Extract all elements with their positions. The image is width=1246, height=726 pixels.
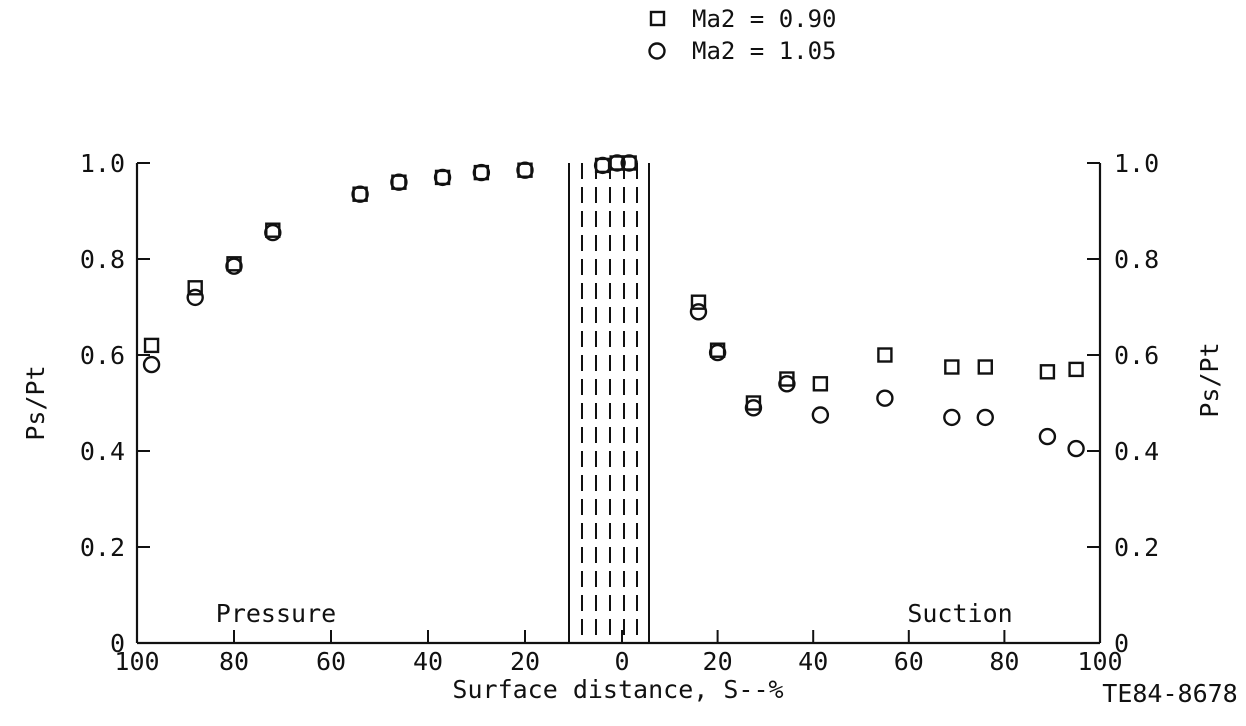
- circle-point: [516, 161, 534, 179]
- x-tick-label: 60: [894, 647, 924, 676]
- y-tick-label-right: 0.6: [1114, 341, 1159, 370]
- legend-label: Ma2 = 0.90: [692, 5, 837, 33]
- x-tick-label: 20: [510, 647, 540, 676]
- y-axis-label-right: Ps/Pt: [1195, 342, 1224, 417]
- circle-point: [433, 168, 452, 187]
- legend-label: Ma2 = 1.05: [692, 37, 837, 65]
- leading-edge-region: [568, 163, 650, 643]
- x-tick-label: 20: [703, 647, 733, 676]
- square-point: [187, 280, 203, 296]
- data-points: [142, 154, 1085, 458]
- pressure-side-label: Pressure: [216, 599, 336, 628]
- circle-point: [186, 288, 204, 307]
- circle-point: [778, 375, 796, 393]
- x-tick-label: 100: [114, 647, 159, 676]
- x-axis-label: Surface distance, S--%: [452, 675, 783, 704]
- y-tick-label-left: 1.0: [80, 149, 125, 178]
- y-ticks: 0 0 0.2 0.2 0.4 0.4 0.6 0.6 0.8 0.8 1.0 1.0: [80, 149, 1159, 658]
- legend-circle-marker: [648, 42, 666, 60]
- square-point: [1039, 364, 1056, 380]
- x-tick-label: 40: [413, 647, 443, 676]
- square-point: [877, 347, 893, 363]
- circle-point: [225, 257, 243, 275]
- circle-point: [472, 163, 491, 182]
- circle-point: [1038, 427, 1057, 446]
- circle-point: [744, 399, 763, 417]
- circle-point: [811, 406, 830, 424]
- square-point: [977, 359, 993, 375]
- legend: Ma2 = 0.90 Ma2 = 1.05: [648, 5, 837, 65]
- y-tick-label-left: 0: [110, 629, 125, 658]
- x-tick-label: 100: [1077, 647, 1122, 676]
- circle-point: [608, 154, 626, 172]
- y-tick-label-left: 0.8: [80, 245, 125, 274]
- circle-point: [708, 343, 727, 362]
- y-axis-label-left: Ps/Pt: [21, 365, 50, 440]
- y-tick-label-left: 0.6: [80, 341, 125, 370]
- circle-point: [593, 156, 612, 175]
- circle-point: [142, 355, 161, 374]
- circle-point: [943, 408, 961, 427]
- circle-point: [620, 154, 638, 172]
- circle-point: [876, 389, 894, 407]
- square-point: [1068, 361, 1084, 378]
- y-tick-label-left: 0.2: [80, 533, 125, 562]
- circle-point: [689, 303, 708, 321]
- square-point: [143, 337, 160, 354]
- x-tick-label: 80: [989, 647, 1019, 676]
- y-tick-label-right: 0.8: [1114, 245, 1159, 274]
- square-point: [690, 294, 707, 310]
- y-tick-label-right: 1.0: [1114, 149, 1159, 178]
- x-tick-label: 40: [798, 647, 828, 676]
- y-tick-label-right: 0.4: [1114, 437, 1159, 466]
- circle-point: [351, 185, 369, 203]
- y-tick-label-right: 0: [1114, 629, 1129, 658]
- circle-point: [264, 223, 282, 242]
- suction-side-label: Suction: [907, 599, 1012, 628]
- x-tick-label: 0: [614, 647, 629, 676]
- y-tick-label-right: 0.2: [1114, 533, 1159, 562]
- x-tick-label: 60: [316, 647, 346, 676]
- square-point: [944, 359, 960, 375]
- circle-point: [390, 173, 408, 191]
- y-tick-label-left: 0.4: [80, 437, 125, 466]
- x-ticks: 100 80 60 40 20 0 20 40 60 80 100: [114, 630, 1123, 676]
- legend-square-marker: [649, 10, 666, 27]
- square-point: [812, 376, 829, 392]
- circle-point: [976, 408, 994, 427]
- figure-id: TE84-8678: [1102, 679, 1237, 708]
- circle-point: [1067, 439, 1085, 458]
- x-tick-label: 80: [219, 647, 249, 676]
